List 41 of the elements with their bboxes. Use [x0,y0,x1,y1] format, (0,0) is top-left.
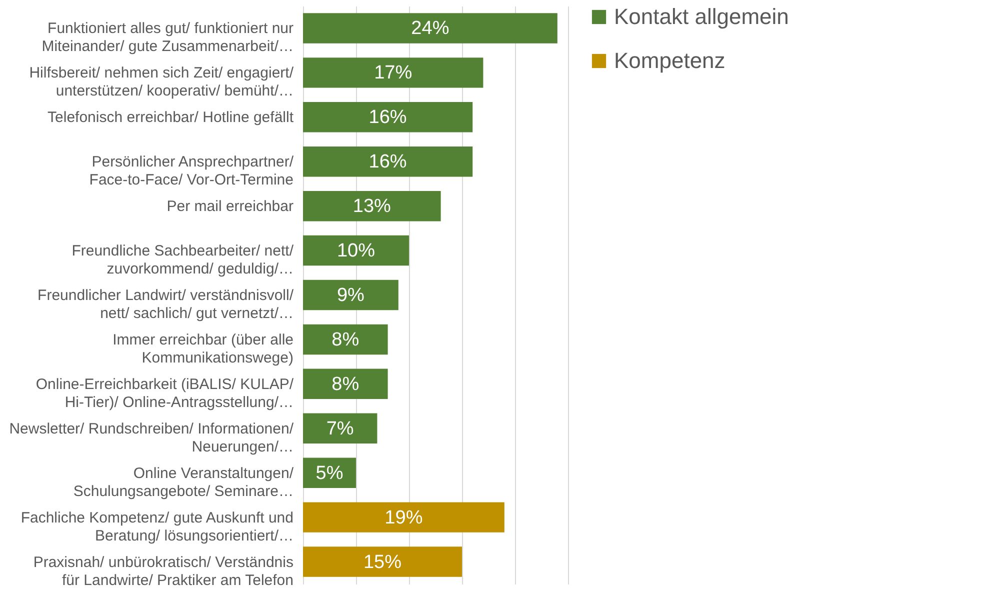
y-tick-label: Fachliche Kompetenz/ gute Auskunft und Beratung/ lösungsorientiert/… [20,509,294,544]
data-label: 10% [336,240,376,262]
data-label: 19% [384,507,423,528]
data-label: 5% [316,462,344,484]
legend-label: Kontakt allgemein [614,4,789,29]
legend-label: Kompetenz [614,48,726,73]
y-tick-label: Immer erreichbar (über alle Kommunikationswege) [112,331,294,366]
data-label: 16% [368,152,407,173]
bar [303,102,473,132]
data-label: 7% [326,418,354,440]
y-tick-label: Praxisnah/ unbürokratisch/ Verständnis für Landwirte/ Praktiker am Telefon [33,554,294,589]
bar [303,235,409,266]
bar [303,324,388,355]
data-label: 9% [336,285,365,306]
data-label: 16% [368,107,407,128]
y-tick-label: Per mail erreichbar [166,198,294,216]
bar [303,368,388,400]
bar [303,190,441,222]
y-tick-label: Freundliche Sachbearbeiter/ nett/ zuvorkommend/ geduldig/… [72,242,294,278]
y-tick-label: Newsletter/ Rundschreiben/ Informationen/ Neuerungen/… [9,420,294,456]
y-tick-label: Online-Erreichbarkeit (iBALIS/ KULAP/ Hi-Tier)/ Online-Antragsstellung/… [36,376,294,411]
data-label: 8% [332,374,360,395]
y-tick-label: Telefonisch erreichbar/ Hotline gefällt [48,109,294,126]
bar [303,13,558,44]
y-tick-label: Hilfsbereit/ nehmen sich Zeit/ engagiert/ unterstützen/ kooperativ/ bemüht/… [29,64,294,100]
bar [303,546,462,577]
bar [303,458,356,488]
y-tick-label: Freundlicher Landwirt/ verständnisvoll/ nett/ sachlich/ gut vernetzt/… [38,287,294,322]
bar [303,58,484,88]
bar [303,280,398,310]
bar [303,502,504,532]
bar [303,146,473,177]
y-tick-label: Funktioniert alles gut/ funktioniert nur Miteinander/ gute Zusammenarbeit/… [42,20,294,56]
bar [303,413,378,444]
data-label: 17% [374,62,412,84]
y-tick-label: Online Veranstaltungen/ Schulungsangebote/ Seminare… [73,464,294,500]
data-label: 24% [411,18,450,40]
data-label: 15% [363,552,402,573]
y-tick-label: Persönlicher Ansprechpartner/ Face-to-Face/ Vor-Ort-Termine [89,154,294,189]
data-label: 8% [332,329,360,350]
data-label: 13% [352,196,392,218]
